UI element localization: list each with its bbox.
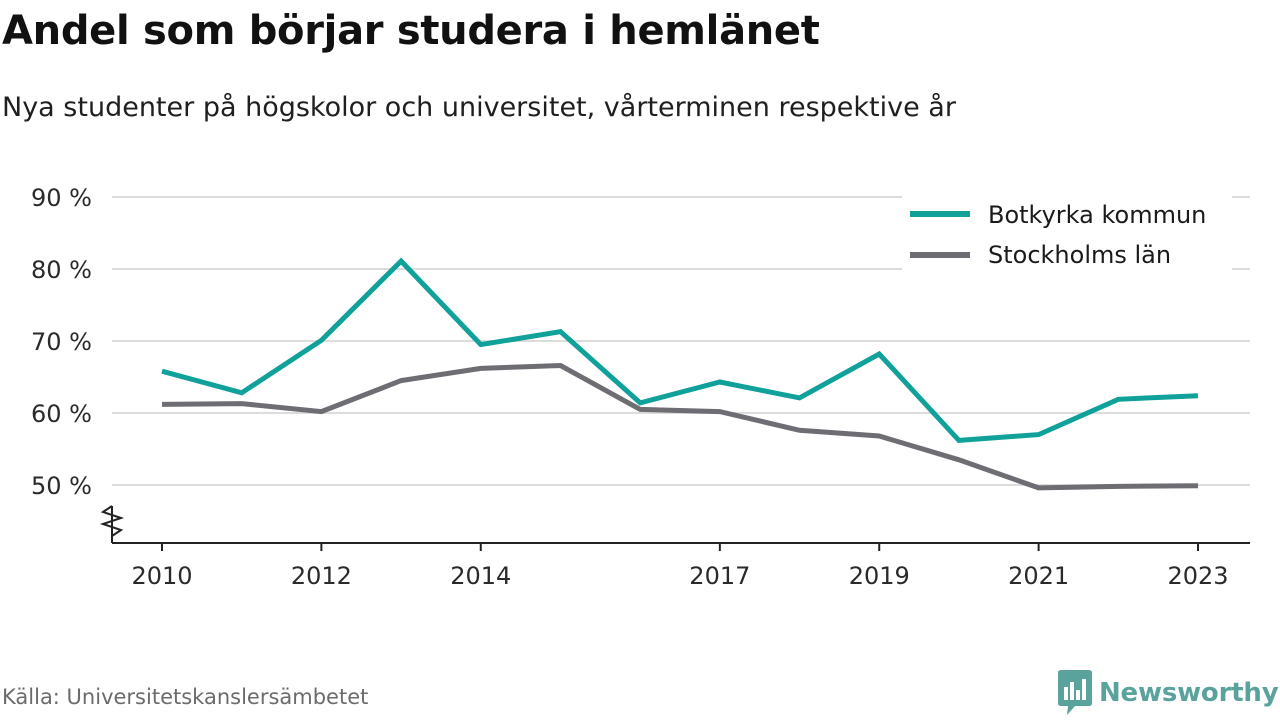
y-tick-label: 70 % (31, 328, 92, 356)
brand-name: Newsworthy (1099, 678, 1279, 708)
x-tick-label: 2021 (1008, 562, 1069, 590)
newsworthy-logo-icon (1058, 670, 1092, 715)
y-tick-label: 60 % (31, 400, 92, 428)
x-tick-label: 2014 (450, 562, 511, 590)
series-line (161, 362, 1199, 491)
x-tick-label: 2010 (131, 562, 192, 590)
series-line (161, 257, 1199, 443)
x-axis (99, 505, 1250, 544)
x-tick-label: 2012 (291, 562, 352, 590)
y-axis-ticks: 50 % 60 % 70 % 80 % 90 % (31, 184, 92, 500)
x-axis-ticks: 2010 2012 2014 2017 2019 2021 2023 (131, 543, 1229, 590)
legend: Botkyrka kommun Stockholms län (902, 192, 1232, 270)
brand-logo: Newsworthy (1058, 670, 1279, 716)
x-tick-label: 2023 (1167, 562, 1228, 590)
chart-subtitle: Nya studenter på högskolor och universit… (2, 92, 956, 123)
y-tick-label: 50 % (31, 472, 92, 500)
series-lines (161, 257, 1199, 491)
axis-break-icon (99, 505, 125, 537)
legend-label-stockholm: Stockholms län (988, 241, 1171, 269)
x-tick-label: 2017 (689, 562, 750, 590)
y-tick-label: 80 % (31, 256, 92, 284)
x-tick-label: 2019 (849, 562, 910, 590)
y-tick-label: 90 % (31, 184, 92, 212)
source-note: Källa: Universitetskanslersämbetet (2, 685, 369, 709)
legend-label-botkyrka: Botkyrka kommun (988, 201, 1206, 229)
chart-title: Andel som börjar studera i hemlänet (2, 8, 820, 54)
